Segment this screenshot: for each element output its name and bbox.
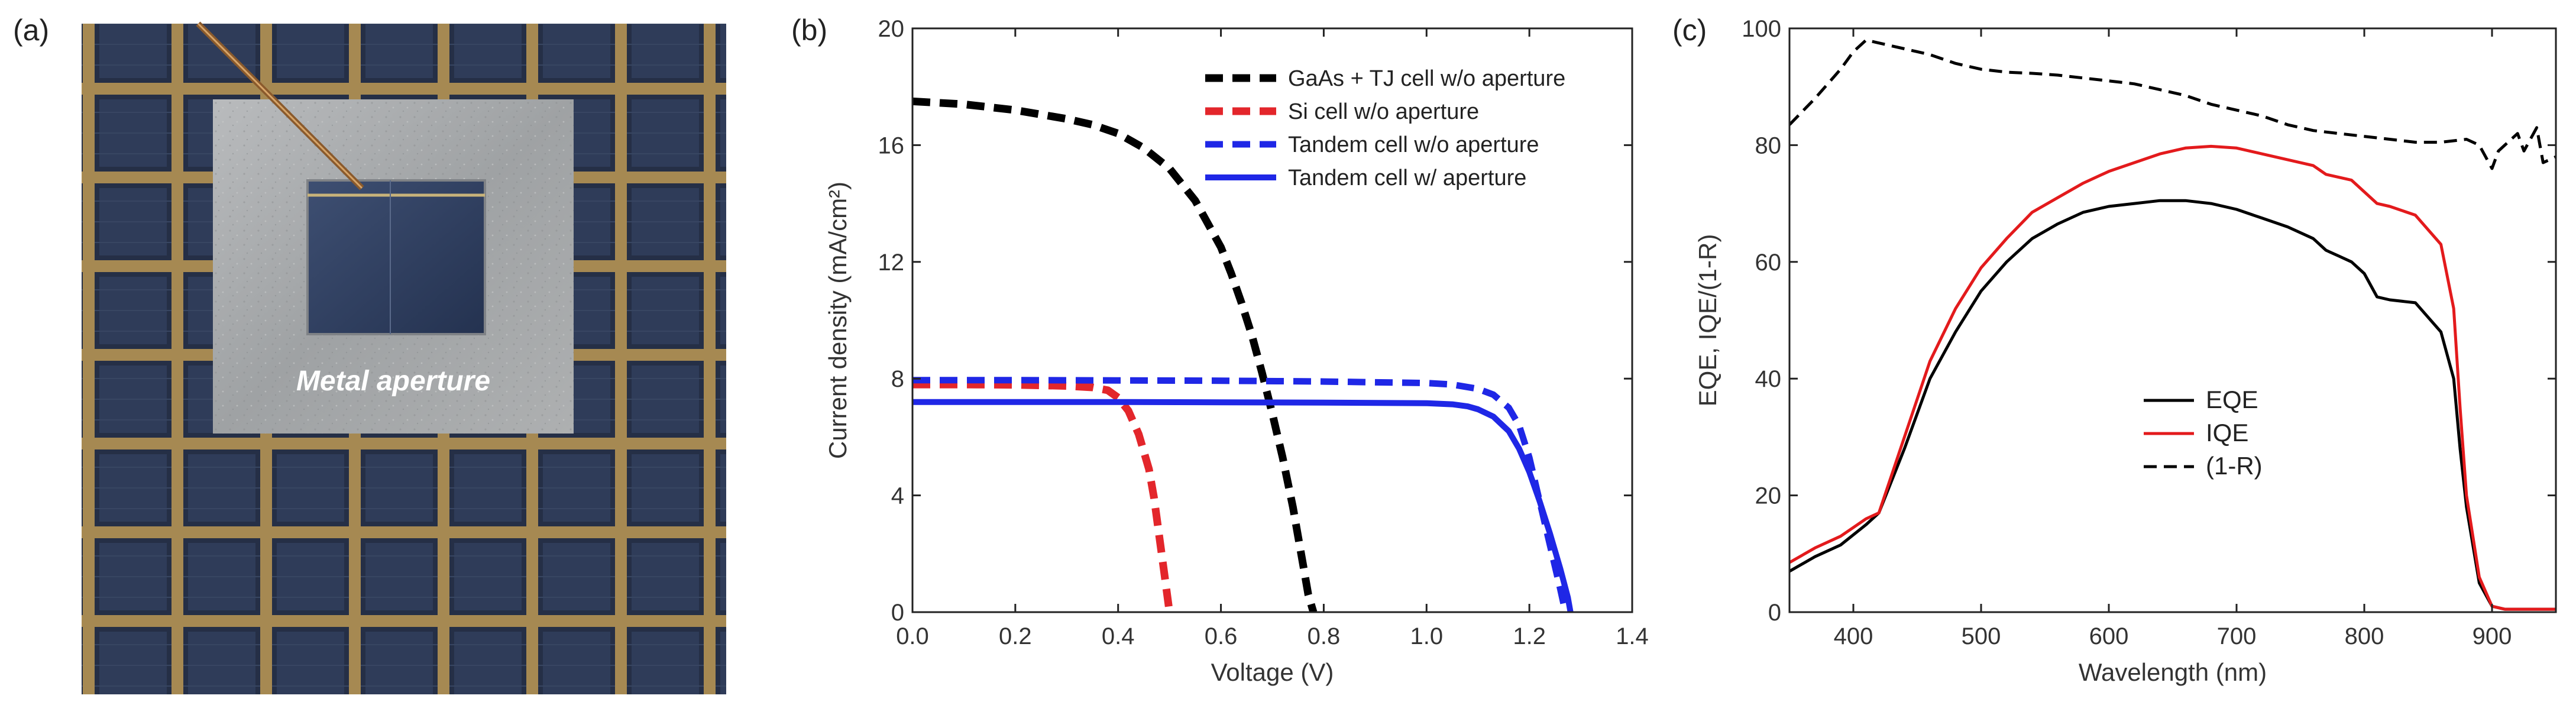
- x-tick-label: 1.0: [1410, 623, 1443, 649]
- y-tick-label: 20: [1755, 483, 1782, 509]
- legend-label-tandem-cell-w-aperture: Tandem cell w/ aperture: [1288, 166, 1526, 190]
- legend: GaAs + TJ cell w/o aperture Si cell w/o a…: [1205, 66, 1565, 190]
- y-tick-label: 8: [891, 366, 904, 392]
- x-tick-label: 800: [2345, 623, 2384, 649]
- y-tick-label: 100: [1742, 16, 1781, 42]
- y-tick-label: 16: [878, 132, 905, 159]
- legend-label-1-r: (1-R): [2206, 452, 2263, 480]
- y-tick-label: 12: [878, 250, 905, 276]
- x-tick-label: 1.2: [1513, 623, 1546, 649]
- legend: EQE IQE (1-R): [2144, 386, 2263, 480]
- x-tick-label: 0.6: [1205, 623, 1238, 649]
- panel-b: (b) 0.0 0.2 0.4 0.6 0.8 1.0 1.2 1.4 0 4 8 12 16 20 Vol…: [791, 14, 1649, 686]
- legend-label-eqe: EQE: [2206, 386, 2258, 413]
- panel-b-label: (b): [791, 14, 827, 47]
- y-tick-label: 0: [891, 600, 904, 626]
- legend-label-si-cell-w-o-aperture: Si cell w/o aperture: [1288, 99, 1479, 124]
- x-tick-label: 1.4: [1616, 623, 1649, 649]
- x-tick-label: 0.4: [1102, 623, 1135, 649]
- x-tick-label: 400: [1834, 623, 1873, 649]
- series-line-tandem-cell-w-o-aperture: [912, 377, 1569, 612]
- x-tick-label: 0.2: [999, 623, 1032, 649]
- y-tick-label: 40: [1755, 366, 1782, 392]
- y-axis-label: EQE, IQE/(1-R): [1694, 234, 1721, 407]
- plot-frame: [911, 27, 1633, 613]
- y-tick-label: 4: [891, 483, 904, 509]
- panel-c: (c) 400 500 600 700 800 900 0 20 40 60 80 100 Wavele…: [1672, 14, 2557, 686]
- series-line-si-cell-w-o-aperture: [912, 380, 1174, 612]
- x-tick-label: 500: [1962, 623, 2001, 649]
- photo-caption: Metal aperture: [296, 366, 490, 397]
- series-line-iqe: [1789, 144, 2556, 611]
- series-line-eqe: [1789, 199, 2556, 611]
- y-tick-label: 60: [1755, 250, 1782, 276]
- probe-highlight: [197, 22, 363, 189]
- panel-a-label: (a): [13, 14, 49, 47]
- x-axis-label: Voltage (V): [1211, 658, 1334, 686]
- solar-cell-photo: Metal aperture: [82, 21, 726, 694]
- eqe-chart: 400 500 600 700 800 900 0 20 40 60 80 100 Wavelength…: [1694, 16, 2557, 686]
- legend-label-gaas-tj-cell-w-o-aperture: GaAs + TJ cell w/o aperture: [1288, 66, 1565, 91]
- jv-chart: 0.0 0.2 0.4 0.6 0.8 1.0 1.2 1.4 0 4 8 12 16 20 Voltage…: [824, 16, 1649, 686]
- x-axis-label: Wavelength (nm): [2079, 658, 2267, 686]
- y-tick-label: 20: [878, 16, 905, 42]
- series-line-1-r: [1789, 38, 2556, 170]
- legend-label-tandem-cell-w-o-aperture: Tandem cell w/o aperture: [1288, 132, 1539, 157]
- panel-c-label: (c): [1672, 14, 1707, 47]
- x-tick-label: 700: [2217, 623, 2257, 649]
- y-axis-label: Current density (mA/cm²): [824, 182, 852, 459]
- x-tick-label: 0.0: [896, 623, 929, 649]
- y-tick-label: 80: [1755, 132, 1782, 159]
- x-tick-label: 900: [2473, 623, 2512, 649]
- series-line-gaas-tj-cell-w-o-aperture: [912, 97, 1318, 612]
- x-tick-label: 0.8: [1308, 623, 1341, 649]
- plot-frame: [1788, 27, 2557, 613]
- legend-label-iqe: IQE: [2206, 419, 2248, 447]
- series-line-tandem-cell-w-aperture: [912, 399, 1574, 612]
- y-tick-label: 0: [1768, 600, 1781, 626]
- x-tick-label: 600: [2089, 623, 2129, 649]
- panel-a: (a) Metal aperture: [13, 14, 726, 694]
- aperture-window: [306, 179, 486, 335]
